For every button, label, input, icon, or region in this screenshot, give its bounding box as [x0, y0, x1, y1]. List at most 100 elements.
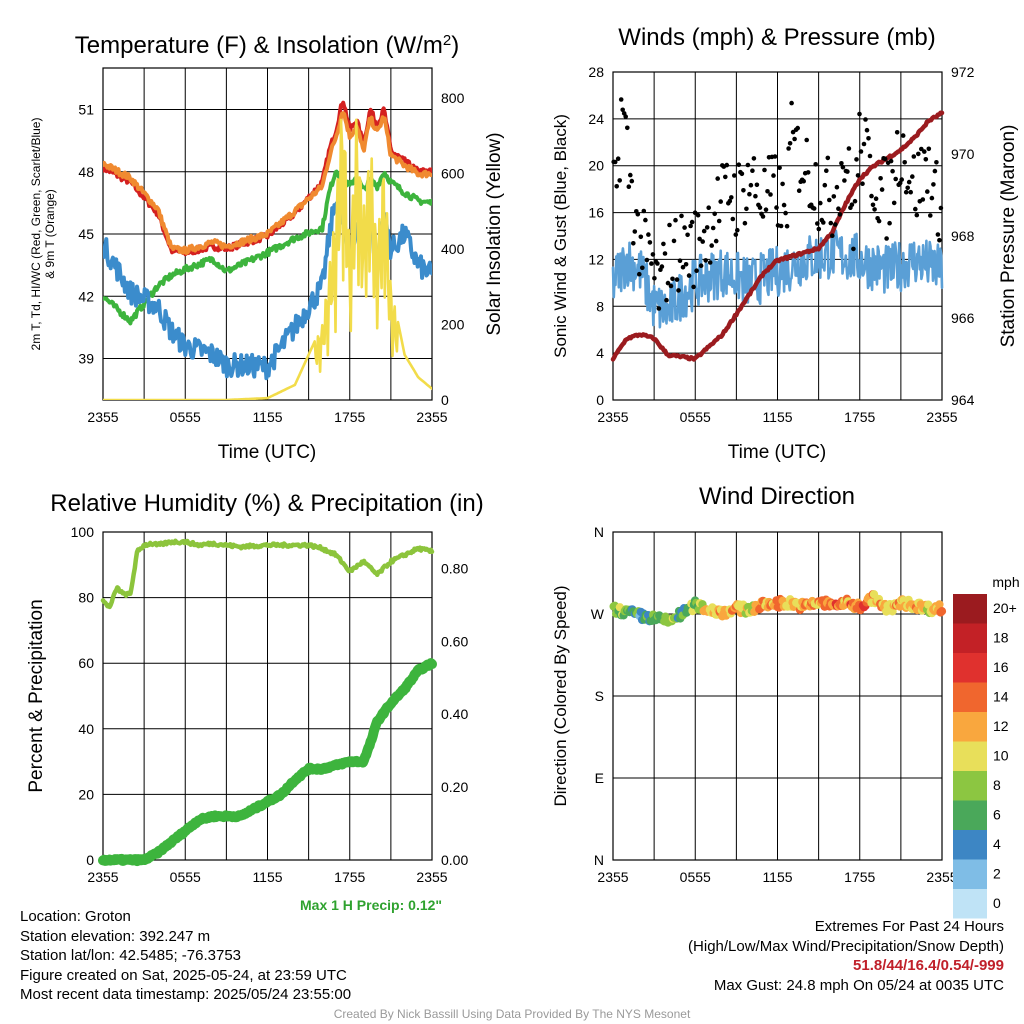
- winds-gust-point: [837, 212, 843, 217]
- winds-gust-point: [813, 162, 818, 167]
- colorbar-label: 14: [993, 689, 1009, 705]
- winds-gust-point: [765, 189, 770, 194]
- temp-y2-tick-label: 200: [441, 317, 465, 333]
- winds-frame: [612, 71, 943, 401]
- winds-gust-point: [804, 137, 809, 143]
- temp-series-solar-insolation: [103, 118, 432, 400]
- wdir-y-axis-label: Direction (Colored By Speed): [551, 585, 570, 806]
- winds-gust-point: [934, 160, 939, 165]
- winds-gust-point: [617, 178, 622, 183]
- winds-gust-point: [900, 133, 906, 138]
- winds-gust-point: [674, 277, 680, 282]
- temp-x-tick-label: 2355: [87, 409, 118, 425]
- winds-y-tick-label: 12: [588, 251, 604, 267]
- colorbar-label: 0: [993, 895, 1001, 911]
- winds-y2-tick-label: 968: [951, 228, 975, 244]
- wdir-point: [935, 600, 944, 609]
- winds-gust-point: [839, 161, 844, 166]
- winds-gust-point: [928, 213, 933, 218]
- winds-gust-point: [676, 288, 681, 293]
- winds-gust-point: [659, 264, 665, 269]
- winds-x-tick-label: 1155: [762, 409, 792, 425]
- winds-gust-point: [846, 146, 852, 151]
- winds-gust-point: [923, 157, 929, 162]
- winds-gust-point: [763, 207, 769, 212]
- colorbar-label: 16: [993, 659, 1009, 675]
- rh-frame: [102, 531, 433, 861]
- temp-y-tick-label: 48: [78, 164, 94, 180]
- winds-gust-point: [919, 146, 924, 152]
- winds-gust-point: [771, 173, 776, 178]
- winds-gust-point: [873, 196, 879, 201]
- winds-gust-point: [899, 177, 904, 182]
- winds-gust-point: [795, 125, 800, 131]
- winds-gust-point: [828, 220, 834, 226]
- colorbar-swatch: [953, 859, 987, 889]
- winds-gust-point: [778, 223, 784, 229]
- winds-gust-point: [869, 193, 874, 199]
- winds-gust-point: [849, 202, 855, 207]
- temp-x-tick-label: 2355: [416, 409, 447, 425]
- winds-gust-point: [727, 198, 733, 204]
- winds-gust-point: [935, 232, 941, 237]
- colorbar-label: 4: [993, 836, 1001, 852]
- winds-x-tick-label: 1755: [844, 409, 875, 425]
- winds-gust-point: [691, 284, 696, 290]
- winds-gust-point: [707, 260, 713, 265]
- winds-gust-point: [777, 165, 782, 170]
- colorbar-label: 6: [993, 807, 1001, 823]
- winds-gust-point: [780, 181, 785, 187]
- winds-gust-point: [697, 236, 702, 242]
- station-location: Location: Groton: [20, 908, 131, 925]
- winds-y-axis-label: Sonic Wind & Gust (Blue, Black): [551, 114, 570, 358]
- winds-gust-point: [698, 263, 704, 269]
- colorbar-swatch: [953, 889, 987, 919]
- winds-gust-point: [902, 160, 907, 165]
- rh-y2-tick-label: 0.60: [441, 633, 468, 649]
- winds-y2-tick-label: 964: [951, 392, 975, 408]
- winds-gust-point: [864, 127, 870, 133]
- winds-gust-point: [931, 182, 936, 187]
- winds-gust-point: [712, 211, 717, 217]
- winds-gust-point: [612, 159, 618, 165]
- temp-y-axis-label: 2m T, Td, HI/WC (Red, Green, Scarlet/Blu…: [29, 118, 43, 351]
- winds-gust-point: [748, 182, 754, 188]
- winds-gust-point: [888, 158, 894, 164]
- winds-gust-point: [628, 172, 633, 178]
- winds-gust-point: [805, 170, 811, 175]
- temp-y2-axis-label: Solar Insolation (Yellow): [484, 132, 505, 335]
- temp-y-tick-label: 39: [78, 351, 94, 367]
- winds-title: Winds (mph) & Pressure (mb): [618, 24, 935, 51]
- extremes-info: Extremes For Past 24 Hours (High/Low/Max…: [688, 917, 1004, 995]
- winds-gust-point: [906, 179, 912, 185]
- rh-y2-tick-label: 0.20: [441, 779, 468, 795]
- colorbar-swatch: [953, 741, 987, 771]
- winds-gust-point: [781, 202, 787, 208]
- winds-gust-point: [866, 136, 871, 141]
- wdir-x-tick-label: 1755: [844, 869, 875, 885]
- winds-gust-point: [908, 189, 913, 195]
- winds-gust-point: [852, 198, 858, 204]
- rh-series-relative-humidity: [100, 538, 435, 610]
- rh-y2-tick-label: 0.40: [441, 706, 468, 722]
- winds-gust-point: [742, 220, 748, 226]
- winds-gust-point: [937, 237, 942, 243]
- winds-gust-point: [647, 240, 653, 245]
- winds-gust-point: [801, 178, 806, 184]
- colorbar-label: 20+: [993, 600, 1017, 616]
- winds-y-tick-label: 24: [588, 111, 604, 127]
- winds-gust-point: [893, 176, 898, 182]
- winds-gust-point: [729, 195, 734, 200]
- wdir-x-tick-label: 0555: [680, 869, 711, 885]
- temp-x-tick-label: 1155: [252, 409, 282, 425]
- winds-gust-point: [854, 157, 859, 162]
- winds-gust-point: [673, 217, 678, 223]
- winds-gust-point: [665, 280, 671, 286]
- winds-gust-point: [821, 220, 826, 225]
- winds-gust-point: [824, 168, 829, 173]
- winds-gust-point: [882, 156, 888, 162]
- winds-gust-point: [741, 188, 746, 193]
- winds-gust-point: [754, 182, 760, 188]
- winds-gust-point: [644, 257, 650, 263]
- colorbar-swatch: [953, 830, 987, 860]
